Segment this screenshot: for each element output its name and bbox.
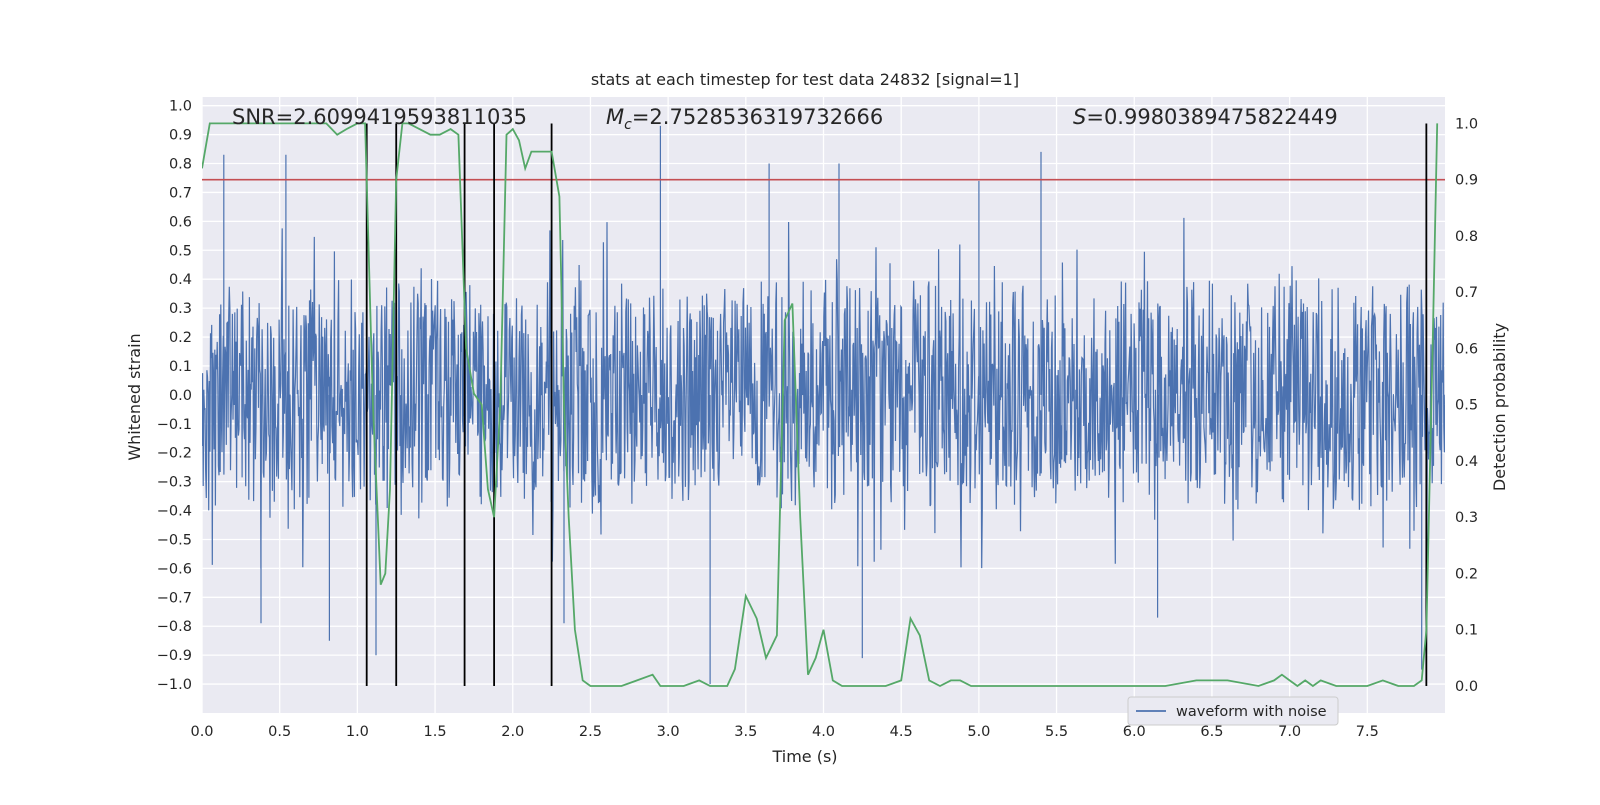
x-tick-label: 5.0 [967,724,990,740]
s-value: =0.9980389475822449 [1086,105,1337,129]
data-layer [202,122,1445,688]
chirp-mass-annotation: Mc=2.7528536319732666 [606,105,883,133]
s-symbol: S [1073,105,1086,129]
y2-tick-label: 0.1 [1455,623,1478,639]
x-tick-label: 7.0 [1278,724,1301,740]
s-annotation: S=0.9980389475822449 [1073,105,1338,129]
y-tick-label: −1.0 [157,677,192,693]
y-tick-label: −0.2 [157,446,192,462]
x-tick-label: 4.0 [812,724,835,740]
y-tick-label: −0.3 [157,475,192,491]
snr-annotation: SNR=2.6099419593811035 [232,105,527,129]
x-tick-label: 1.5 [424,724,447,740]
x-tick-label: 2.0 [501,724,524,740]
y2-tick-label: 0.9 [1455,173,1478,189]
x-axis-label: Time (s) [771,747,837,766]
chart-title: stats at each timestep for test data 248… [591,70,1019,89]
y2-tick-label: 0.6 [1455,341,1478,357]
x-tick-label: 3.0 [657,724,680,740]
y-tick-label: 0.8 [169,157,192,173]
x-tick-label: 3.5 [734,724,757,740]
x-tick-label: 6.5 [1200,724,1223,740]
y2-tick-label: 0.2 [1455,566,1478,582]
y2-axis-label: Detection probability [1490,323,1509,491]
x-tick-label: 0.0 [190,724,213,740]
waveform-line [202,125,1445,685]
y-tick-label: −0.5 [157,532,192,548]
y-tick-label: 0.1 [169,359,192,375]
y2-tick-label: 0.8 [1455,229,1478,245]
x-tick-labels: 0.0 0.5 1.0 1.5 2.0 2.5 3.0 3.5 4.0 4.5 5.0 5.5 6.0 6… [190,724,1378,740]
y2-tick-label: 1.0 [1455,116,1478,132]
x-tick-label: 5.5 [1045,724,1068,740]
y-tick-label: −0.1 [157,417,192,433]
y2-tick-label: 0.3 [1455,510,1478,526]
y-tick-label: 0.3 [169,301,192,317]
y-tick-label: −0.9 [157,648,192,664]
x-tick-label: 4.5 [890,724,913,740]
mc-value: =2.7528536319732666 [632,105,883,129]
x-tick-label: 1.0 [346,724,369,740]
y2-tick-label: 0.5 [1455,398,1478,414]
x-tick-label: 6.0 [1123,724,1146,740]
y-tick-label: −0.8 [157,619,192,635]
y2-tick-labels: 1.0 0.9 0.8 0.7 0.6 0.5 0.4 0.3 0.2 0.1 0.0 [1455,116,1478,695]
y-tick-label: −0.7 [157,590,192,606]
y-tick-label: 0.7 [169,185,192,201]
y-tick-label: 0.5 [169,243,192,259]
y-tick-label: 0.4 [169,272,192,288]
y2-tick-label: 0.0 [1455,679,1478,695]
mc-subscript: c [624,117,632,133]
legend-box [1127,696,1339,726]
y-axis-label: Whitened strain [125,333,144,460]
y-tick-label: −0.4 [157,504,192,520]
y-tick-labels: 1.0 0.9 0.8 0.7 0.6 0.5 0.4 0.3 0.2 0.1 0.0 −0.1 −0.… [157,99,192,693]
detection-probability-line [202,122,1439,688]
legend: waveform with noise [1127,696,1339,726]
y-tick-label: 0.9 [169,128,192,144]
mc-symbol: M [606,105,624,129]
legend-label-waveform: waveform with noise [1176,704,1327,720]
y-tick-label: 0.0 [169,388,192,404]
y-tick-label: 0.2 [169,330,192,346]
y-tick-label: 0.6 [169,214,192,230]
y-tick-label: −0.6 [157,561,192,577]
x-tick-label: 0.5 [268,724,291,740]
y2-tick-label: 0.7 [1455,285,1478,301]
x-tick-label: 2.5 [579,724,602,740]
y-tick-label: 1.0 [169,99,192,115]
x-tick-label: 7.5 [1356,724,1379,740]
y2-tick-label: 0.4 [1455,454,1478,470]
